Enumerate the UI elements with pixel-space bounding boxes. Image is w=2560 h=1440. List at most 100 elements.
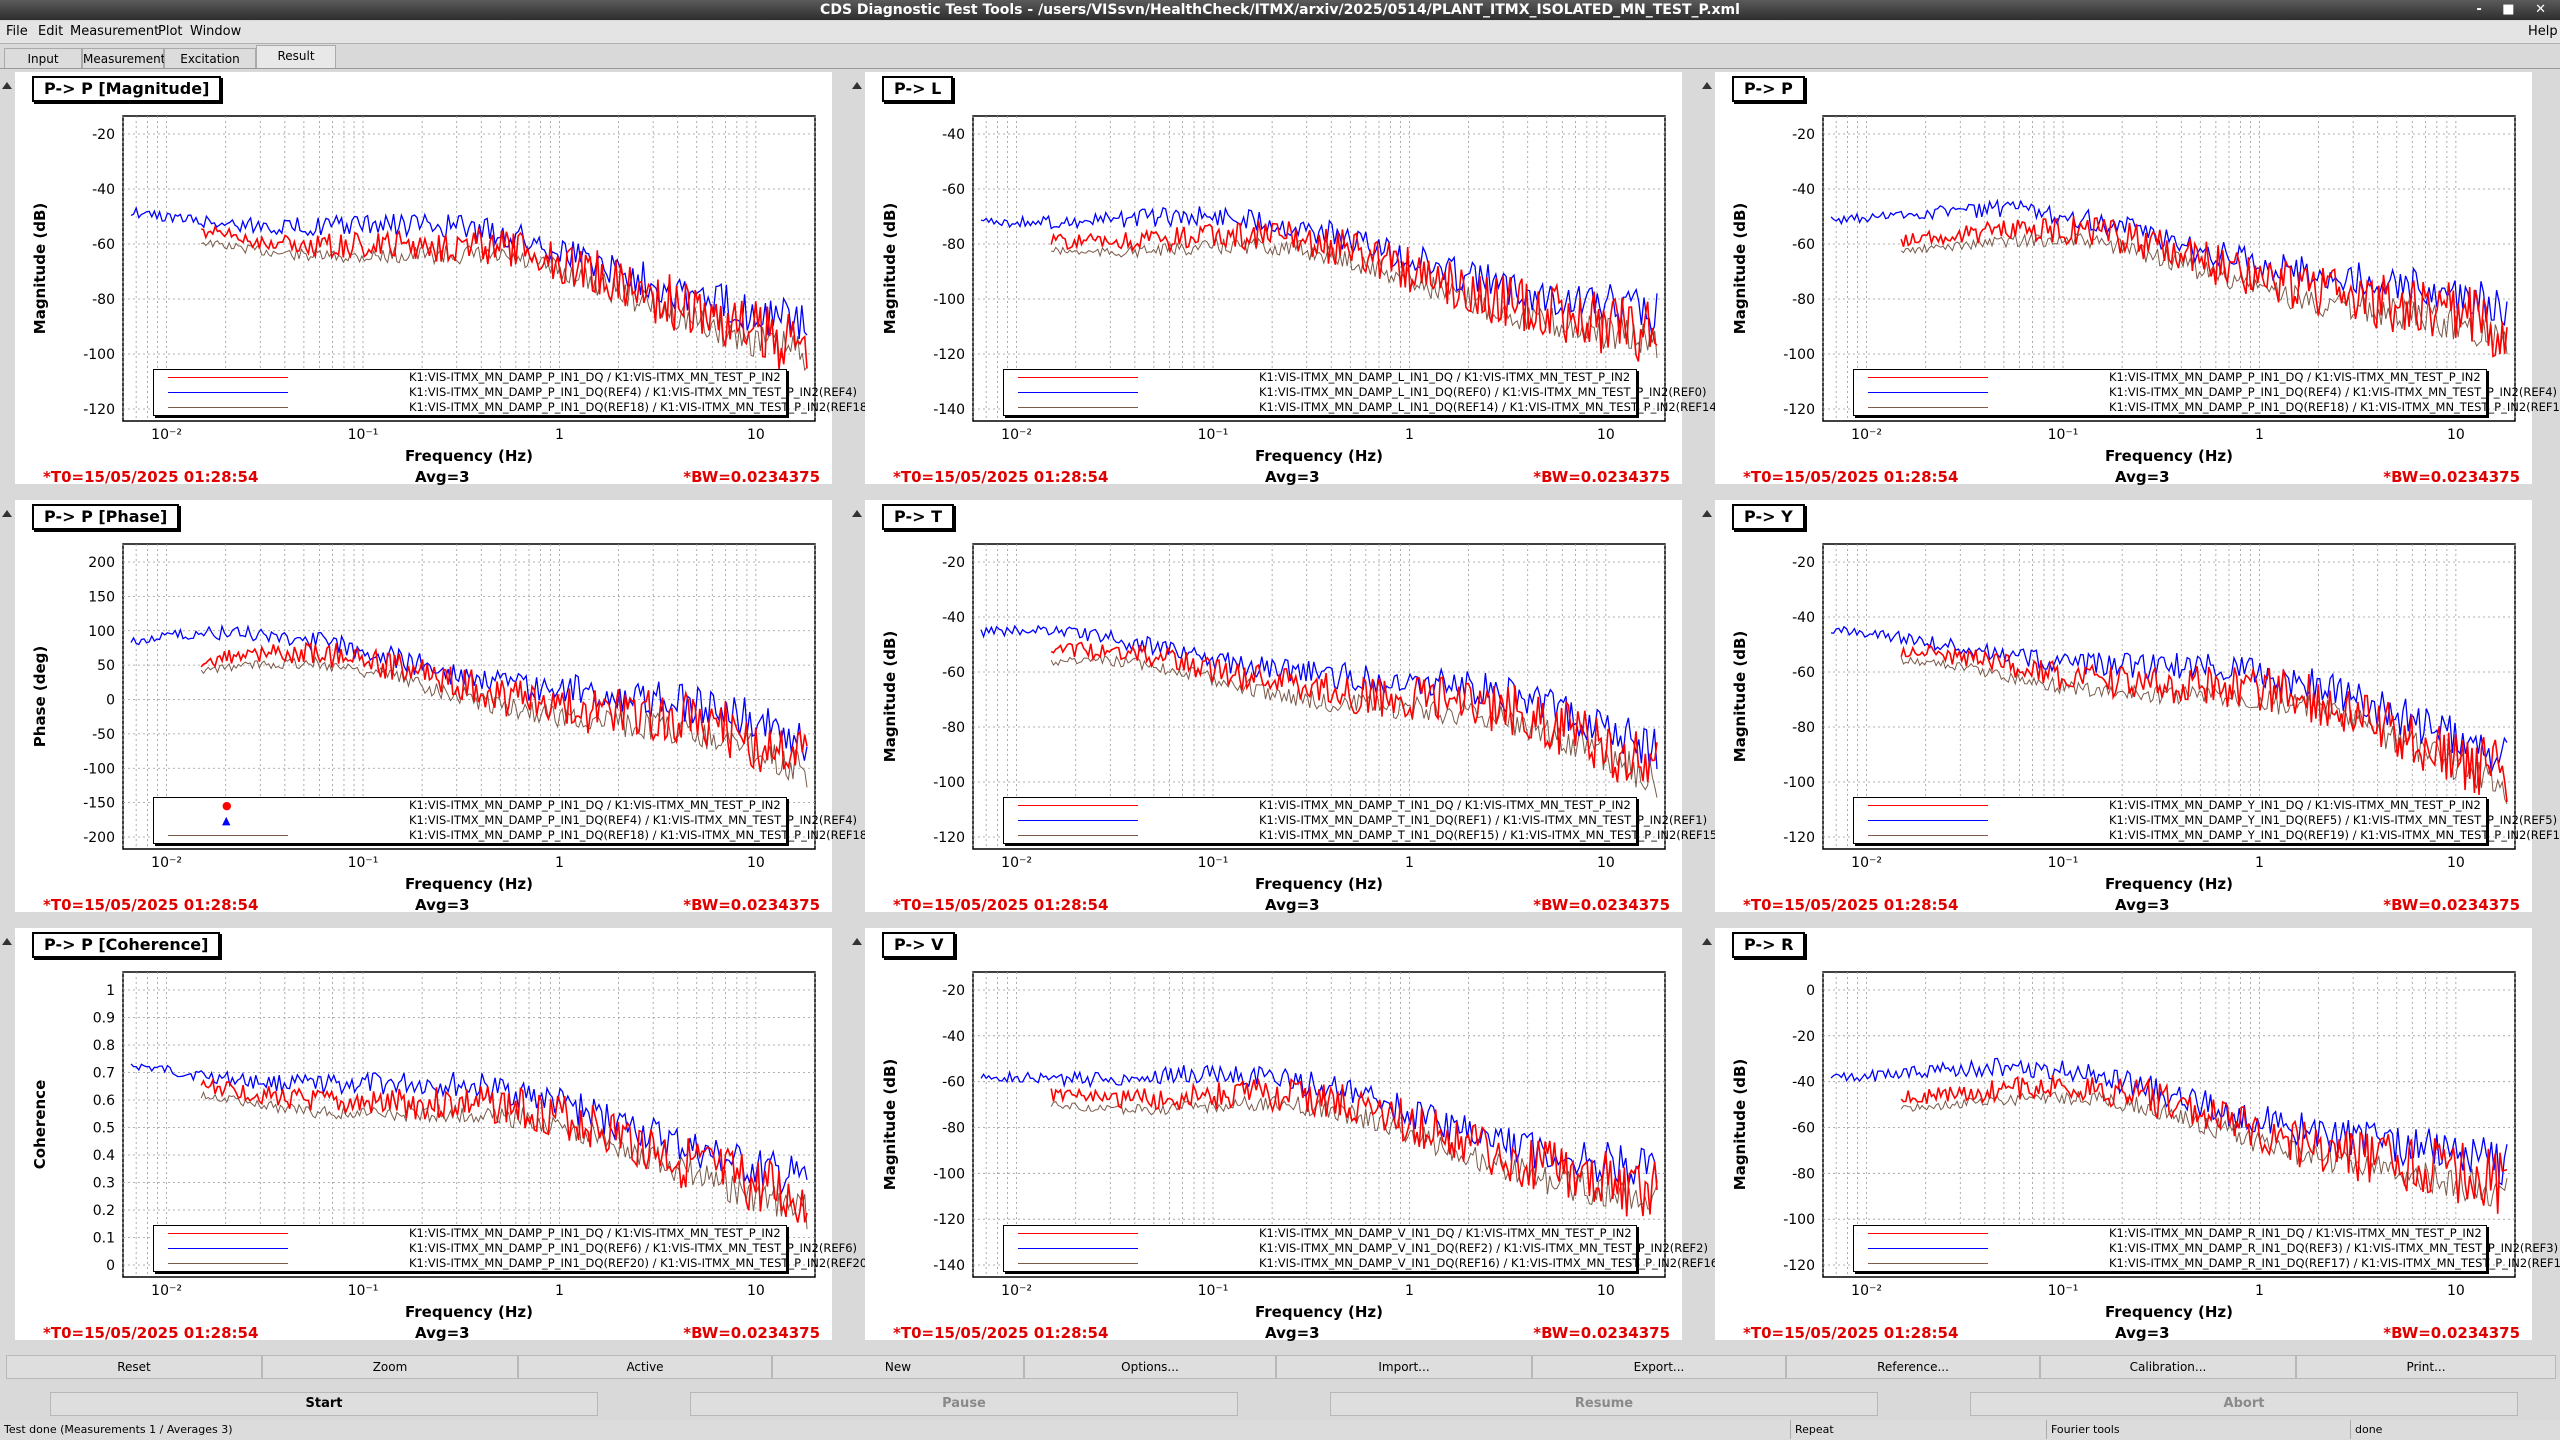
x-axis-label: Frequency (Hz) bbox=[405, 875, 533, 893]
legend-entry: K1:VIS-ITMX_MN_DAMP_P_IN1_DQ(REF20) / K1… bbox=[154, 1256, 872, 1271]
x-tick-label: 10 bbox=[747, 855, 765, 871]
menu-file[interactable]: File bbox=[6, 24, 28, 39]
x-tick-label: 10⁻² bbox=[151, 1283, 182, 1299]
x-tick-label: 1 bbox=[2255, 855, 2264, 871]
plot-svg: 1 0.9 0.8 0.7 0.6 0.5 0.4 0.3 0.2 0.1 0 10⁻² 10⁻¹ 1 10… bbox=[31, 971, 816, 1321]
y-tick-label: -20 bbox=[92, 127, 115, 143]
reference-button[interactable]: Reference... bbox=[1786, 1355, 2040, 1379]
legend-label: K1:VIS-ITMX_MN_DAMP_P_IN1_DQ / K1:VIS-IT… bbox=[409, 370, 781, 384]
legend-swatch bbox=[1018, 805, 1138, 806]
x-tick-label: 1 bbox=[555, 427, 564, 443]
plot-canvas[interactable]: -20 -40 -60 -80 -100 -120 -140 10⁻² 10⁻¹ 1 10 Magni… bbox=[865, 928, 1723, 1342]
plot-legend: ● K1:VIS-ITMX_MN_DAMP_P_IN1_DQ / K1:VIS-I… bbox=[153, 797, 872, 844]
averages-label: Avg=3 bbox=[1265, 1324, 1320, 1342]
plot-trace bbox=[201, 239, 808, 372]
y-tick-label: 150 bbox=[88, 589, 115, 605]
panel-options-arrow-icon[interactable] bbox=[1702, 82, 1712, 89]
panel-options-arrow-icon[interactable] bbox=[852, 510, 862, 517]
bandwidth-label: *BW=0.0234375 bbox=[2383, 468, 2520, 486]
plot-panel-coherence[interactable]: 1 0.9 0.8 0.7 0.6 0.5 0.4 0.3 0.2 0.1 0 10⁻² 10⁻¹ 1 10… bbox=[2, 928, 872, 1348]
plot-title: P-> R bbox=[1732, 932, 1806, 958]
tab-result[interactable]: Result bbox=[256, 45, 336, 69]
legend-label: K1:VIS-ITMX_MN_DAMP_P_IN1_DQ(REF4) / K1:… bbox=[409, 813, 858, 827]
panel-options-arrow-icon[interactable] bbox=[1702, 510, 1712, 517]
legend-entry: K1:VIS-ITMX_MN_DAMP_R_IN1_DQ / K1:VIS-IT… bbox=[1854, 1226, 2486, 1241]
panel-options-arrow-icon[interactable] bbox=[852, 82, 862, 89]
y-axis-label: Magnitude (dB) bbox=[1731, 203, 1749, 334]
panel-options-arrow-icon[interactable] bbox=[2, 82, 12, 89]
panel-options-arrow-icon[interactable] bbox=[2, 510, 12, 517]
print-button[interactable]: Print... bbox=[2296, 1355, 2556, 1379]
pause-button[interactable]: Pause bbox=[690, 1392, 1238, 1416]
legend-label: K1:VIS-ITMX_MN_DAMP_P_IN1_DQ(REF20) / K1… bbox=[409, 1256, 872, 1270]
window-titlebar[interactable]: CDS Diagnostic Test Tools - /users/VISsv… bbox=[0, 0, 2560, 20]
legend-label: K1:VIS-ITMX_MN_DAMP_R_IN1_DQ(REF17) / K1… bbox=[2109, 1256, 2560, 1270]
y-tick-label: 0.9 bbox=[93, 1011, 115, 1027]
legend-label: K1:VIS-ITMX_MN_DAMP_V_IN1_DQ(REF16) / K1… bbox=[1259, 1256, 1723, 1270]
plot-title: P-> V bbox=[882, 932, 956, 958]
menu-plot[interactable]: Plot bbox=[158, 24, 183, 39]
status-message: Test done (Measurements 1 / Averages 3) bbox=[4, 1423, 233, 1436]
plot-canvas[interactable]: 0 -20 -40 -60 -80 -100 -120 10⁻² 10⁻¹ 1 10 Magnitud… bbox=[1715, 928, 2560, 1342]
menu-bar: File Edit Measurement Plot Window Help bbox=[0, 21, 2560, 44]
plot-trace bbox=[1051, 237, 1658, 359]
plot-legend: K1:VIS-ITMX_MN_DAMP_L_IN1_DQ / K1:VIS-IT… bbox=[1003, 369, 1721, 416]
plot-panel-phase[interactable]: 200 150 100 50 0 -50 -100 -150 -200 10⁻² 10⁻¹ 1 10 Ph… bbox=[2, 500, 872, 920]
plot-canvas[interactable]: -20 -40 -60 -80 -100 -120 10⁻² 10⁻¹ 1 10 Magnitude… bbox=[1715, 72, 2560, 486]
x-tick-label: 10⁻¹ bbox=[348, 427, 379, 443]
plot-title: P-> P bbox=[1732, 76, 1805, 102]
plot-panel-p-to-t[interactable]: -20 -40 -60 -80 -100 -120 10⁻² 10⁻¹ 1 10 Magnitude… bbox=[852, 500, 1722, 920]
legend-entry: K1:VIS-ITMX_MN_DAMP_T_IN1_DQ(REF1) / K1:… bbox=[1004, 813, 1707, 828]
plot-panel-p-to-v[interactable]: -20 -40 -60 -80 -100 -120 -140 10⁻² 10⁻¹ 1 10 Magni… bbox=[852, 928, 1723, 1348]
plot-canvas[interactable]: 200 150 100 50 0 -50 -100 -150 -200 10⁻² 10⁻¹ 1 10 Ph… bbox=[15, 500, 872, 914]
menu-window[interactable]: Window bbox=[190, 24, 242, 39]
panel-options-arrow-icon[interactable] bbox=[1702, 938, 1712, 945]
plot-panel-p-to-y[interactable]: -20 -40 -60 -80 -100 -120 10⁻² 10⁻¹ 1 10 Magnitude… bbox=[1702, 500, 2560, 920]
tab-excitation[interactable]: Excitation bbox=[164, 48, 256, 69]
window-controls[interactable]: - ■ ✕ bbox=[2476, 2, 2554, 17]
options-button[interactable]: Options... bbox=[1024, 1355, 1276, 1379]
zoom-button[interactable]: Zoom bbox=[262, 1355, 518, 1379]
x-tick-label: 10⁻² bbox=[1001, 855, 1032, 871]
export-button[interactable]: Export... bbox=[1532, 1355, 1786, 1379]
y-tick-label: -20 bbox=[942, 555, 965, 571]
tab-input[interactable]: Input bbox=[4, 48, 82, 69]
new-button[interactable]: New bbox=[772, 1355, 1024, 1379]
abort-button[interactable]: Abort bbox=[1970, 1392, 2518, 1416]
panel-options-arrow-icon[interactable] bbox=[852, 938, 862, 945]
y-axis-label: Magnitude (dB) bbox=[31, 203, 49, 334]
x-tick-label: 10⁻¹ bbox=[1198, 855, 1229, 871]
menu-edit[interactable]: Edit bbox=[38, 24, 64, 39]
plot-toolbar: Reset Zoom Active New Options... Import.… bbox=[0, 1355, 2560, 1379]
active-button[interactable]: Active bbox=[518, 1355, 772, 1379]
plot-canvas[interactable]: -20 -40 -60 -80 -100 -120 10⁻² 10⁻¹ 1 10 Magnitude… bbox=[1715, 500, 2560, 914]
legend-swatch bbox=[168, 1263, 288, 1264]
averages-label: Avg=3 bbox=[2115, 1324, 2170, 1342]
x-tick-label: 10 bbox=[2447, 855, 2465, 871]
plot-canvas[interactable]: -20 -40 -60 -80 -100 -120 10⁻² 10⁻¹ 1 10 Magnitude… bbox=[15, 72, 872, 486]
y-tick-label: -80 bbox=[942, 237, 965, 253]
x-tick-label: 10⁻² bbox=[1851, 1283, 1882, 1299]
legend-entry: K1:VIS-ITMX_MN_DAMP_P_IN1_DQ / K1:VIS-IT… bbox=[154, 370, 786, 385]
panel-options-arrow-icon[interactable] bbox=[2, 938, 12, 945]
plot-canvas[interactable]: -20 -40 -60 -80 -100 -120 10⁻² 10⁻¹ 1 10 Magnitude… bbox=[865, 500, 1722, 914]
start-button[interactable]: Start bbox=[50, 1392, 598, 1416]
plot-canvas[interactable]: -40 -60 -80 -100 -120 -140 10⁻² 10⁻¹ 1 10 Magnitud… bbox=[865, 72, 1721, 486]
plot-canvas[interactable]: 1 0.9 0.8 0.7 0.6 0.5 0.4 0.3 0.2 0.1 0 10⁻² 10⁻¹ 1 10… bbox=[15, 928, 872, 1342]
y-tick-label: 1 bbox=[106, 983, 115, 999]
import-button[interactable]: Import... bbox=[1276, 1355, 1532, 1379]
x-tick-label: 10 bbox=[1597, 1283, 1615, 1299]
plot-panel-magnitude[interactable]: -20 -40 -60 -80 -100 -120 10⁻² 10⁻¹ 1 10 Magnitude… bbox=[2, 72, 872, 492]
resume-button[interactable]: Resume bbox=[1330, 1392, 1878, 1416]
menu-measurement[interactable]: Measurement bbox=[70, 24, 160, 39]
plot-panel-p-to-p[interactable]: -20 -40 -60 -80 -100 -120 10⁻² 10⁻¹ 1 10 Magnitude… bbox=[1702, 72, 2560, 492]
legend-swatch bbox=[1018, 377, 1138, 378]
calibration-button[interactable]: Calibration... bbox=[2040, 1355, 2296, 1379]
menu-help[interactable]: Help bbox=[2528, 24, 2558, 39]
plot-panel-p-to-r[interactable]: 0 -20 -40 -60 -80 -100 -120 10⁻² 10⁻¹ 1 10 Magnitud… bbox=[1702, 928, 2560, 1348]
status-bar: Test done (Measurements 1 / Averages 3) … bbox=[0, 1420, 2560, 1440]
reset-button[interactable]: Reset bbox=[6, 1355, 262, 1379]
plot-panel-p-to-l[interactable]: -40 -60 -80 -100 -120 -140 10⁻² 10⁻¹ 1 10 Magnitud… bbox=[852, 72, 1721, 492]
tab-measurement[interactable]: Measurement bbox=[82, 48, 165, 69]
y-tick-label: -40 bbox=[92, 182, 115, 198]
